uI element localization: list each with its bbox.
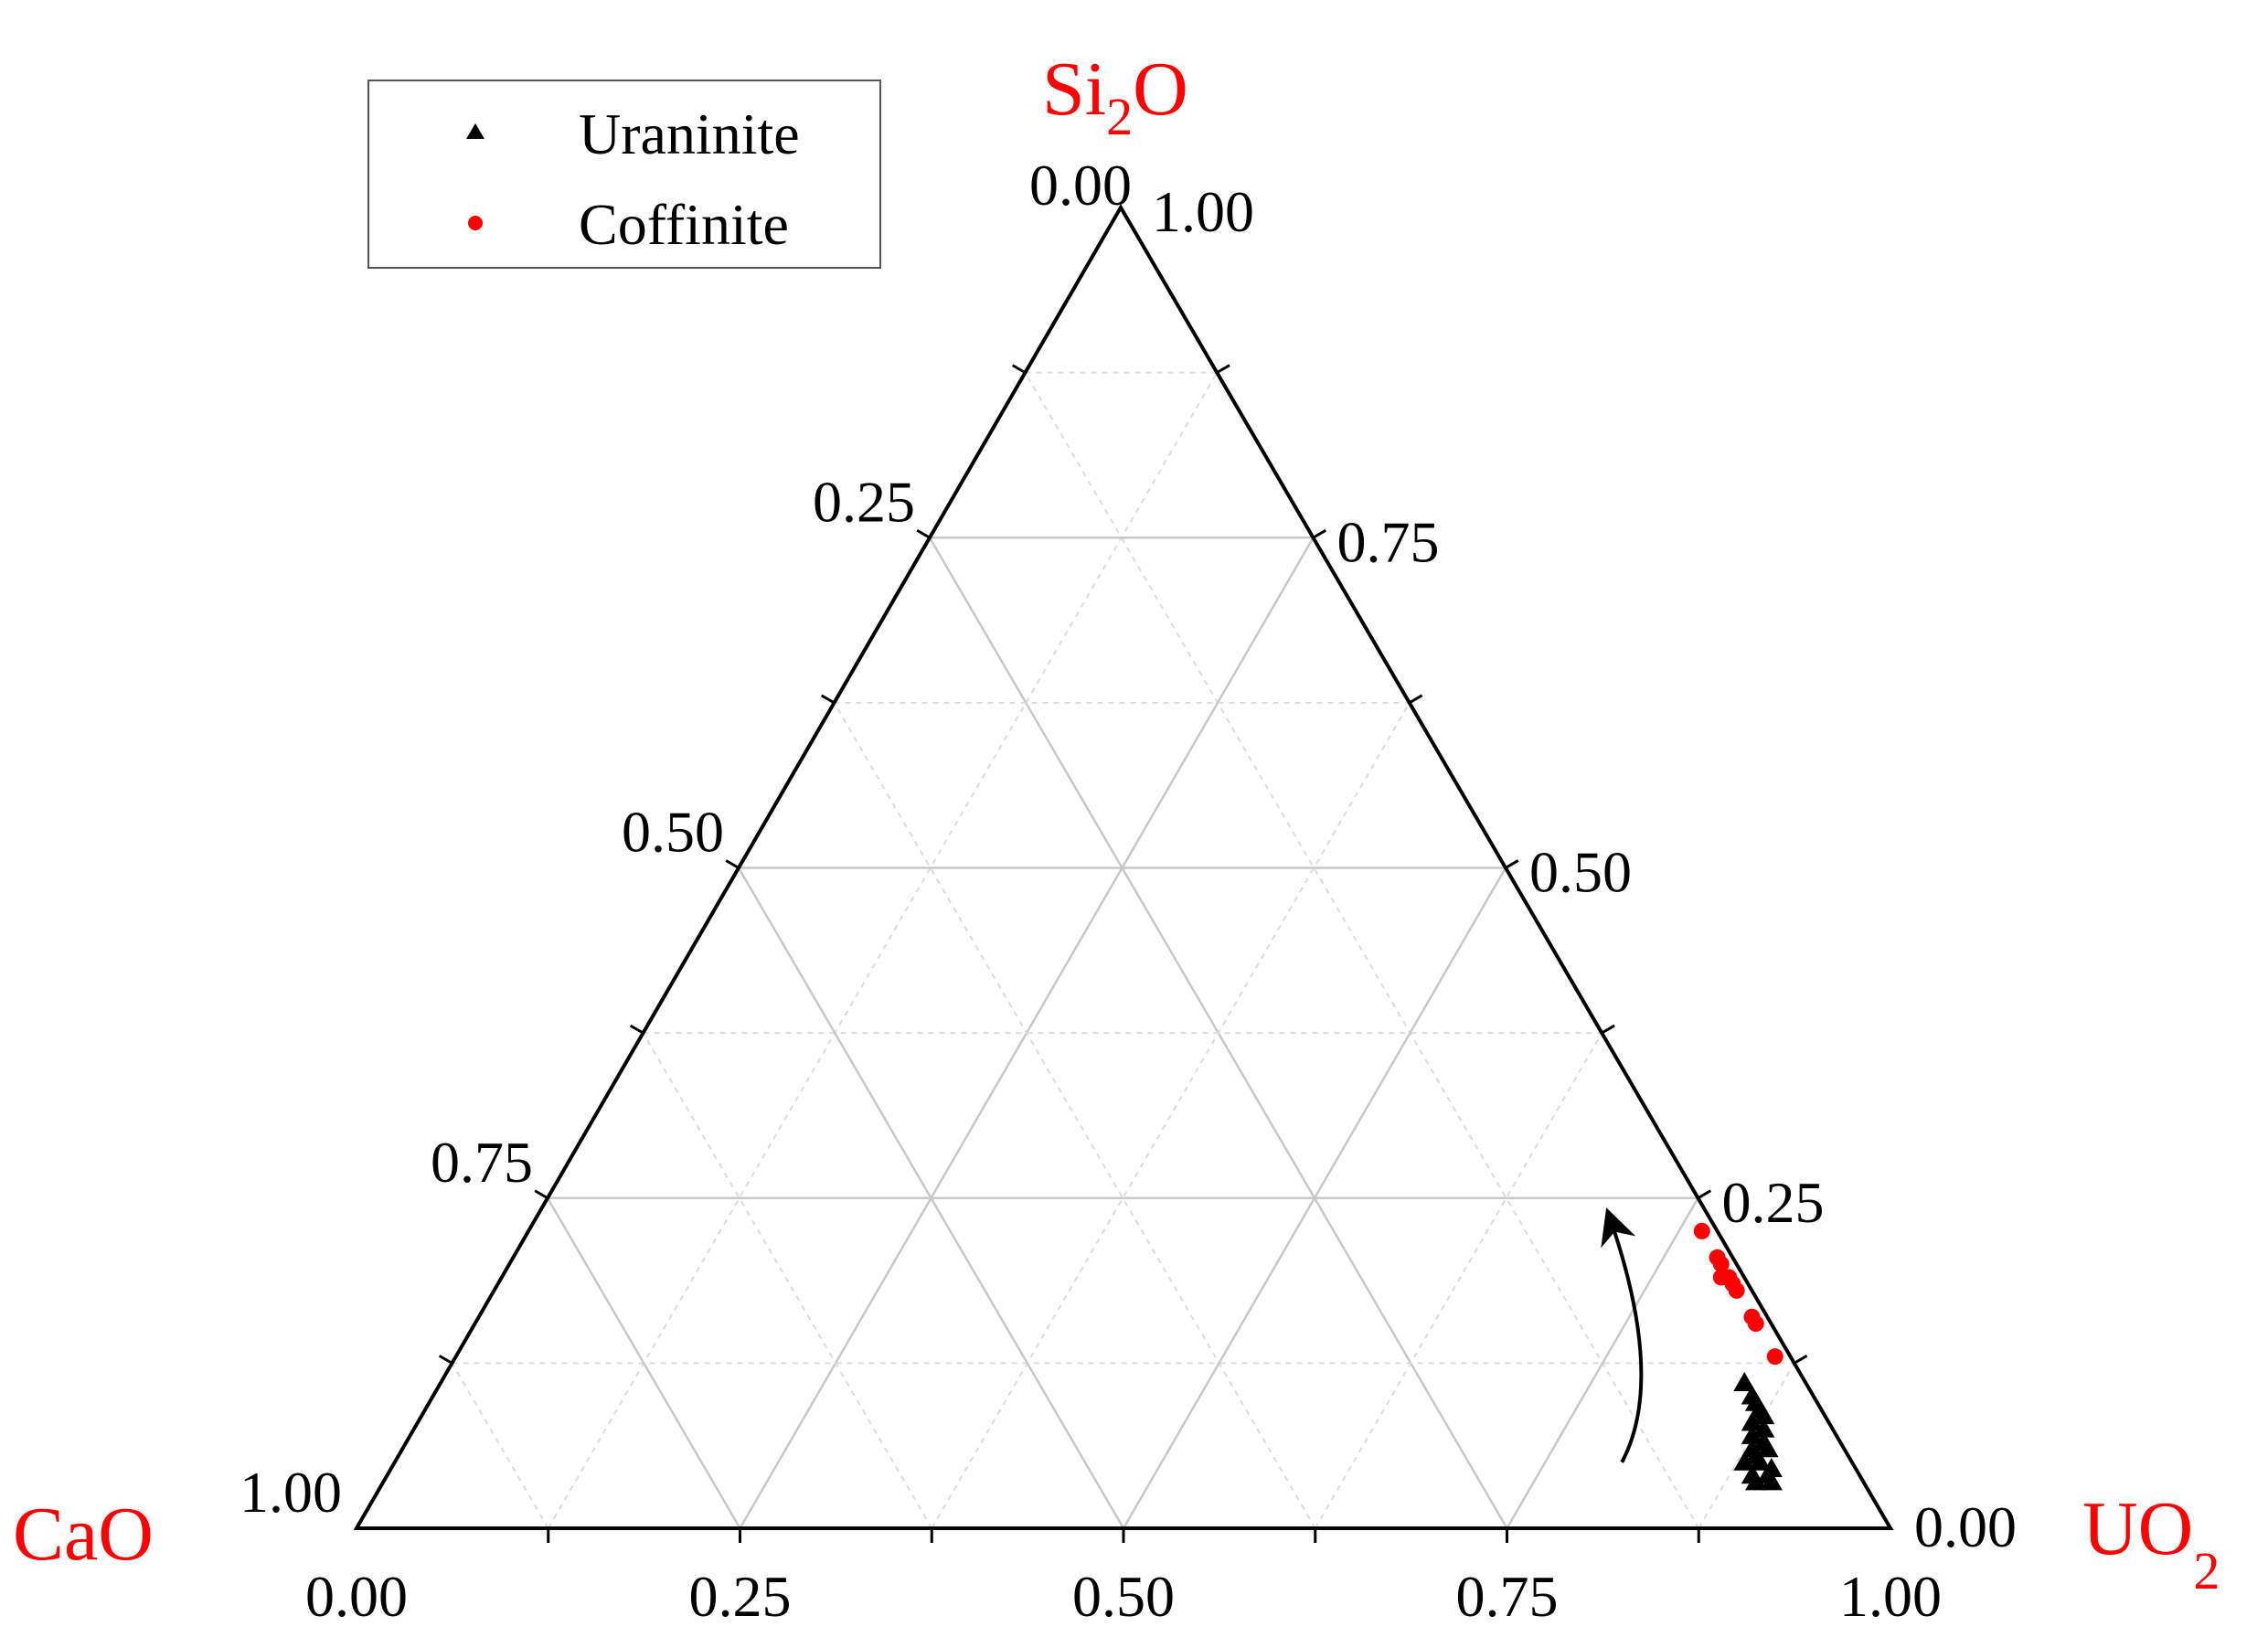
tick-mark-left: [725, 859, 740, 869]
tick-label-bottom: 0.75: [1456, 1564, 1559, 1629]
point-uraninite: [1752, 1405, 1775, 1425]
tick-label-bottom: 0.25: [689, 1564, 792, 1629]
axes: [353, 204, 1894, 1543]
legend-label-uraninite: Uraninite: [579, 101, 800, 166]
component-label-right: UO2: [2082, 1486, 2220, 1600]
annotations: [1601, 1207, 1644, 1463]
grid-line-uo2: [1122, 867, 1507, 1529]
tick-mark-left: [916, 528, 931, 539]
grid-line-uo2: [1506, 1197, 1699, 1529]
tick-mark-left: [629, 1024, 644, 1035]
point-uraninite: [1733, 1372, 1756, 1392]
tick-label-right: 0.00: [1914, 1494, 2017, 1559]
legend-marker-uraninite: [466, 123, 484, 139]
point-coffinite: [1728, 1281, 1745, 1299]
point-coffinite: [1712, 1256, 1730, 1272]
tick-mark-left: [438, 1355, 453, 1365]
legend-marker-coffinite: [468, 216, 483, 230]
tick-label-left: 0.75: [431, 1130, 533, 1195]
legend-label-coffinite: Coffinite: [579, 192, 789, 257]
component-label-top: Si2O: [1042, 47, 1188, 146]
tick-label-right: 1.00: [1152, 179, 1254, 244]
tick-label-bottom: 1.00: [1839, 1564, 1942, 1629]
grid-line-uo2: [547, 372, 1219, 1529]
grid-line-cao: [642, 1032, 933, 1529]
tick-label-right: 0.50: [1529, 840, 1632, 905]
tick-label-bottom: 0.00: [305, 1564, 408, 1629]
tick-label-left: 0.25: [813, 469, 915, 534]
tick-mark-right: [1312, 528, 1327, 539]
legend-box: [367, 80, 881, 269]
point-uraninite: [1756, 1438, 1779, 1458]
point-uraninite: [1760, 1471, 1783, 1491]
tick-label-bottom: 0.50: [1072, 1564, 1175, 1629]
tick-mark-right: [1505, 859, 1519, 869]
point-uraninite: [1752, 1418, 1775, 1438]
point-uraninite: [1733, 1451, 1756, 1471]
tick-label-left: 1.00: [240, 1460, 342, 1525]
tick-label-right: 0.25: [1722, 1170, 1825, 1235]
grid-line-cao: [833, 702, 1316, 1529]
tick-label-right: 0.75: [1337, 509, 1440, 574]
tick-mark-right: [1793, 1355, 1808, 1365]
tick-mark-left: [820, 694, 836, 705]
tick-mark-right: [1697, 1189, 1712, 1200]
data-points: [1693, 1222, 1784, 1491]
component-label-left: CaO: [13, 1492, 154, 1577]
tick-label-left: 0.50: [622, 800, 724, 865]
tick-mark-left: [1011, 364, 1027, 374]
grid-line-cao: [451, 1362, 549, 1529]
point-uraninite: [1749, 1451, 1772, 1471]
tick-mark-right: [1601, 1024, 1615, 1035]
point-coffinite: [1693, 1222, 1710, 1239]
tick-labels: 0.00 0.25 0.50 0.75 1.000.000.250.500.751.00…: [240, 153, 2017, 1629]
tick-label-left: 0.00: [1029, 153, 1132, 218]
legend: Uraninite Coffinite: [367, 80, 881, 269]
grid-line-cao: [546, 1197, 741, 1529]
point-uraninite: [1745, 1471, 1768, 1491]
point-uraninite: [1741, 1411, 1763, 1431]
grid-line-uo2: [1698, 1362, 1795, 1529]
tick-mark-right: [1216, 364, 1230, 374]
point-uraninite: [1741, 1424, 1763, 1444]
tick-mark-right: [1408, 694, 1423, 705]
point-coffinite: [1766, 1348, 1784, 1366]
grid-line-cao: [1024, 372, 1700, 1529]
grid-layer: [451, 371, 1795, 1529]
grid-line-uo2: [931, 702, 1411, 1529]
grid-line-cao: [737, 867, 1125, 1529]
trend-arrow: [1601, 1207, 1644, 1463]
grid-line-uo2: [1314, 1032, 1603, 1529]
point-coffinite: [1747, 1315, 1764, 1333]
tick-mark-left: [534, 1189, 548, 1200]
